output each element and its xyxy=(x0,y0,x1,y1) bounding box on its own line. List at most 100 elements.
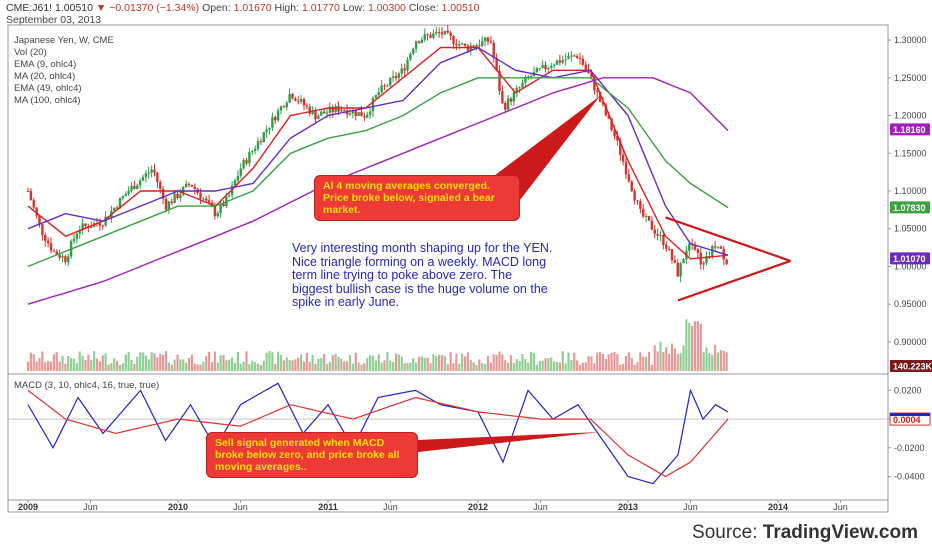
volume-bar xyxy=(716,352,720,371)
volume-bar xyxy=(400,356,403,371)
candle-body xyxy=(463,43,467,46)
volume-bar xyxy=(645,356,648,371)
ma-line-0 xyxy=(27,46,729,260)
down-arrow-icon: ▼ xyxy=(95,2,107,14)
volume-bar xyxy=(481,362,484,371)
volume-bar xyxy=(205,356,208,371)
analysis-note: Very interesting month shaping up for th… xyxy=(292,241,553,309)
volume-bar xyxy=(636,362,639,371)
ma100-price-badge xyxy=(890,123,930,136)
candle-body xyxy=(84,223,87,226)
candle-body xyxy=(104,216,107,226)
volume-bar xyxy=(187,357,191,371)
candle-body xyxy=(78,230,81,234)
signal-line xyxy=(27,389,729,478)
candle-body xyxy=(32,200,35,208)
volume-bar xyxy=(231,357,234,371)
volume-bar xyxy=(601,353,605,371)
candle-body xyxy=(481,41,484,46)
volume-bar xyxy=(541,360,544,371)
volume-bar xyxy=(512,363,515,371)
volume-bar xyxy=(691,325,694,371)
volume-bar xyxy=(170,364,173,371)
volume-bar xyxy=(662,351,665,371)
volume-bar xyxy=(679,352,682,371)
callout-pointer-ma xyxy=(470,96,600,200)
volume-bar xyxy=(225,360,228,371)
time-tick-label: 2011 xyxy=(318,502,338,512)
volume-bar xyxy=(696,321,699,371)
candle-body xyxy=(670,249,674,261)
volume-bar xyxy=(538,360,541,371)
volume-bar xyxy=(337,356,340,371)
volume-bar xyxy=(535,364,538,371)
volume-bar xyxy=(130,359,133,371)
time-tick-label: Jun xyxy=(83,502,98,512)
candle-body xyxy=(90,226,93,229)
volume-bar xyxy=(486,356,490,371)
price-tick-label: 1.05000 xyxy=(894,224,927,234)
volume-bar xyxy=(616,354,619,371)
close-value: 1.00510 xyxy=(441,2,480,14)
candle-body xyxy=(420,39,424,43)
candle-body xyxy=(245,160,248,164)
candle-body xyxy=(213,206,217,217)
volume-bar xyxy=(116,360,119,371)
candle-body xyxy=(72,238,76,242)
close-label: Close: xyxy=(408,2,439,14)
volume-bar xyxy=(630,357,633,371)
volume-bar xyxy=(613,351,616,371)
ma20-price-label: 1.01070 xyxy=(893,254,926,264)
volume-bar xyxy=(665,347,668,371)
volume-bar xyxy=(449,352,452,371)
volume-bar xyxy=(475,364,478,371)
volume-bar xyxy=(415,362,418,371)
volume-bar xyxy=(317,358,320,371)
candle-body xyxy=(236,175,240,181)
volume-bar xyxy=(314,364,317,371)
volume-bar xyxy=(144,355,147,371)
time-tick-label: 2014 xyxy=(768,502,788,512)
volume-bar xyxy=(302,361,306,371)
candle-body xyxy=(136,185,139,190)
candle-body xyxy=(363,116,366,118)
source-name: TradingView.com xyxy=(762,522,918,543)
volume-bar xyxy=(610,352,613,371)
candle-body xyxy=(343,109,346,111)
candle-body xyxy=(524,77,527,83)
candle-body xyxy=(610,118,613,131)
volume-bar xyxy=(673,348,676,371)
candle-body xyxy=(521,82,524,88)
volume-bar xyxy=(305,352,308,371)
candle-body xyxy=(67,256,70,263)
candle-body xyxy=(259,141,263,143)
volume-bar xyxy=(139,352,142,371)
candle-body xyxy=(121,196,125,199)
time-tick-label: Jun xyxy=(533,502,548,512)
candle-body xyxy=(285,102,288,108)
candle-body xyxy=(130,185,133,191)
candle-body xyxy=(49,243,53,251)
volume-bar xyxy=(682,345,685,371)
volume-bar xyxy=(394,353,398,371)
volume-bar xyxy=(492,354,495,371)
candle-body xyxy=(320,111,323,116)
volume-bar xyxy=(495,354,498,371)
candle-body xyxy=(207,200,211,203)
candle-body xyxy=(322,111,326,114)
candle-body xyxy=(573,55,576,57)
candle-body xyxy=(164,198,168,210)
time-tick-label: 2009 xyxy=(18,502,38,512)
candle-body xyxy=(308,106,311,114)
candle-body xyxy=(564,59,567,61)
volume-bar xyxy=(647,351,651,371)
volume-bar xyxy=(133,364,136,371)
candle-body xyxy=(647,215,651,221)
candle-body xyxy=(486,37,490,42)
candle-body xyxy=(613,130,616,136)
volume-bar xyxy=(162,354,165,371)
candle-body xyxy=(656,233,659,236)
symbol-header: CME:J61! 1.00510 ▼ −0.01370 (−1.34%) Ope… xyxy=(6,2,479,15)
candle-body xyxy=(512,92,516,102)
